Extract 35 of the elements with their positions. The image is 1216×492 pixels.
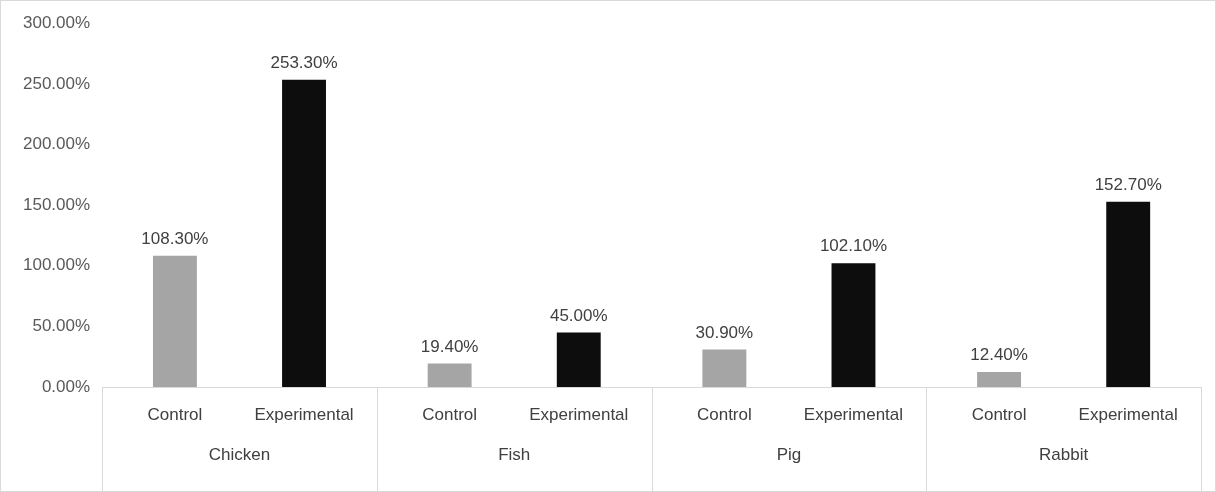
bar	[152, 255, 197, 387]
data-label: 108.30%	[141, 228, 209, 248]
text: Experimental	[803, 404, 904, 424]
bar	[977, 371, 1022, 387]
x-tick-label: Pig	[776, 444, 802, 464]
text: Experimental	[1078, 404, 1178, 424]
bar	[427, 363, 472, 387]
x-tick-label: Chicken	[208, 444, 271, 464]
x-tick-label: Fish	[498, 444, 531, 464]
bar	[831, 263, 876, 387]
data-label: 102.10%	[819, 236, 888, 256]
series-label: Control	[147, 404, 203, 424]
text: Control	[971, 404, 1027, 424]
bar	[702, 349, 747, 387]
y-tick-label: 300.00%	[22, 12, 91, 32]
y-tick-label: 150.00%	[22, 194, 91, 214]
y-tick-label: 50.00%	[32, 316, 91, 336]
data-label: 152.70%	[1094, 175, 1162, 195]
y-tick-label: 200.00%	[22, 134, 91, 154]
data-label: 45.00%	[549, 305, 608, 325]
text: Experimental	[529, 404, 629, 424]
text: Control	[696, 404, 752, 424]
series-label: Experimental	[254, 404, 354, 424]
y-tick-label: 0.00%	[41, 376, 91, 396]
text: Control	[422, 404, 478, 424]
bar	[282, 79, 326, 387]
data-label: 30.90%	[695, 322, 754, 342]
x-tick-label: Rabbit	[1039, 444, 1089, 464]
data-label: 12.40%	[970, 345, 1028, 365]
bar	[556, 332, 601, 387]
y-tick-label: 100.00%	[22, 255, 91, 275]
data-label: 19.40%	[420, 336, 479, 356]
data-label: 253.30%	[270, 53, 338, 73]
bar	[1106, 201, 1151, 387]
y-tick-label: 250.00%	[22, 73, 91, 93]
